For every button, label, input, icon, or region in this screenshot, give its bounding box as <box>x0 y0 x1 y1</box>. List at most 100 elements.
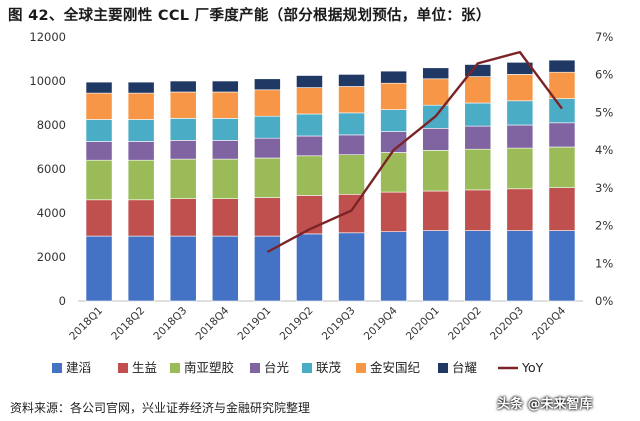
bar-segment <box>127 199 155 237</box>
y-right-tick-label: 2% <box>595 219 613 233</box>
bar-segment <box>464 102 492 127</box>
bar-segment <box>548 71 576 99</box>
bar-segment <box>506 230 534 302</box>
bar-segment <box>127 235 155 302</box>
bar-segment <box>211 140 239 160</box>
bar-segment <box>422 190 450 231</box>
bar-segment <box>85 159 113 201</box>
bar-segment <box>211 198 239 237</box>
bar-segment <box>338 86 365 114</box>
bar-segment <box>296 75 323 88</box>
bar-segment <box>211 118 239 141</box>
bar-segment <box>422 128 450 151</box>
bar-segment <box>296 87 323 115</box>
bar-segment <box>254 89 281 117</box>
bar-segment <box>85 141 113 161</box>
bar-segment <box>211 158 239 200</box>
bar-segment <box>211 91 239 119</box>
bar-segment <box>548 146 576 189</box>
bar-segment <box>127 159 155 201</box>
bar-segment <box>506 188 534 231</box>
chart-legend: 建滔 生益 南亚塑胶 台光 联茂 金安国纪 台耀 YoY <box>52 360 544 375</box>
bar-segment <box>338 74 365 87</box>
bar-segment <box>338 134 365 155</box>
y-right-tick-label: 0% <box>595 294 613 308</box>
watermark: 头条 @未来智库 <box>497 397 593 412</box>
x-category-label: 2020Q3 <box>488 305 526 343</box>
bar-segment <box>127 141 155 161</box>
x-category-label: 2018Q1 <box>67 305 105 343</box>
bar-segment <box>85 235 113 302</box>
x-category-label: 2019Q4 <box>362 304 400 342</box>
legend-swatch <box>52 363 62 373</box>
bar-segment <box>296 233 323 302</box>
bar-segment <box>464 189 492 231</box>
bar-segment <box>548 122 576 148</box>
bar-segment <box>169 118 197 141</box>
bar-segment <box>422 230 450 302</box>
yoy-line-layer <box>266 50 563 254</box>
bar-segment <box>169 235 197 302</box>
bar-segment <box>85 92 113 120</box>
bar-segment <box>464 125 492 150</box>
bar-segment <box>169 198 197 237</box>
bar-segment <box>169 91 197 119</box>
y-left-tick-label: 8000 <box>37 118 66 132</box>
bar-segment <box>296 195 323 235</box>
legend-swatch <box>118 363 128 373</box>
bar-segment <box>338 232 365 302</box>
y-right-tick-label: 7% <box>595 30 613 44</box>
x-category-label: 2019Q1 <box>236 305 274 343</box>
bar-segment <box>169 80 197 93</box>
y-right-tick-label: 5% <box>595 105 613 119</box>
x-category-label: 2018Q3 <box>151 305 189 343</box>
x-category-label: 2020Q4 <box>530 304 568 342</box>
bar-segment <box>296 135 323 157</box>
source-note: 资料来源：各公司官网，兴业证券经济与金融研究院整理 <box>10 401 311 415</box>
bar-segment <box>506 124 534 149</box>
bar-segment <box>169 140 197 160</box>
bar-segment <box>85 119 113 142</box>
y-left-tick-label: 12000 <box>29 30 66 44</box>
bar-segment <box>548 98 576 124</box>
y-left-tick-label: 2000 <box>37 250 66 264</box>
bar-segment <box>211 80 239 93</box>
legend-swatch <box>302 363 312 373</box>
y-right-tick-label: 6% <box>595 68 613 82</box>
bar-segment <box>506 147 534 190</box>
legend-label: 联茂 <box>316 360 342 375</box>
bar-segment <box>254 157 281 198</box>
legend-swatch <box>170 363 180 373</box>
bar-segment <box>338 112 365 136</box>
y-left-tick-label: 10000 <box>29 74 66 88</box>
bar-segment <box>422 150 450 192</box>
x-category-label: 2019Q3 <box>320 305 358 343</box>
bar-segment <box>464 230 492 302</box>
bar-segment <box>169 158 197 200</box>
bar-segment <box>254 78 281 91</box>
bar-segment <box>548 59 576 73</box>
legend-swatch <box>250 363 260 373</box>
x-category-label: 2019Q2 <box>278 305 316 343</box>
legend-label: 台耀 <box>452 360 478 375</box>
y-left-tick-label: 6000 <box>37 162 66 176</box>
x-category-label: 2018Q4 <box>193 304 231 342</box>
legend-label: 台光 <box>264 360 289 375</box>
y-right-tick-label: 1% <box>595 256 613 270</box>
bar-segment <box>254 137 281 159</box>
legend-label: YoY <box>521 360 544 375</box>
legend-label: 金安国纪 <box>370 360 421 375</box>
bar-segment <box>548 230 576 302</box>
bar-segment <box>127 119 155 142</box>
legend-label: 建滔 <box>66 360 91 375</box>
bar-segment <box>127 92 155 120</box>
bar-segment <box>464 148 492 191</box>
yoy-line <box>266 50 563 254</box>
x-category-label: 2018Q2 <box>109 305 147 343</box>
legend-swatch <box>356 363 366 373</box>
bar-segment <box>548 187 576 231</box>
chart-bars <box>85 59 576 302</box>
bar-segment <box>380 70 407 84</box>
y-right-tick-label: 3% <box>595 181 613 195</box>
